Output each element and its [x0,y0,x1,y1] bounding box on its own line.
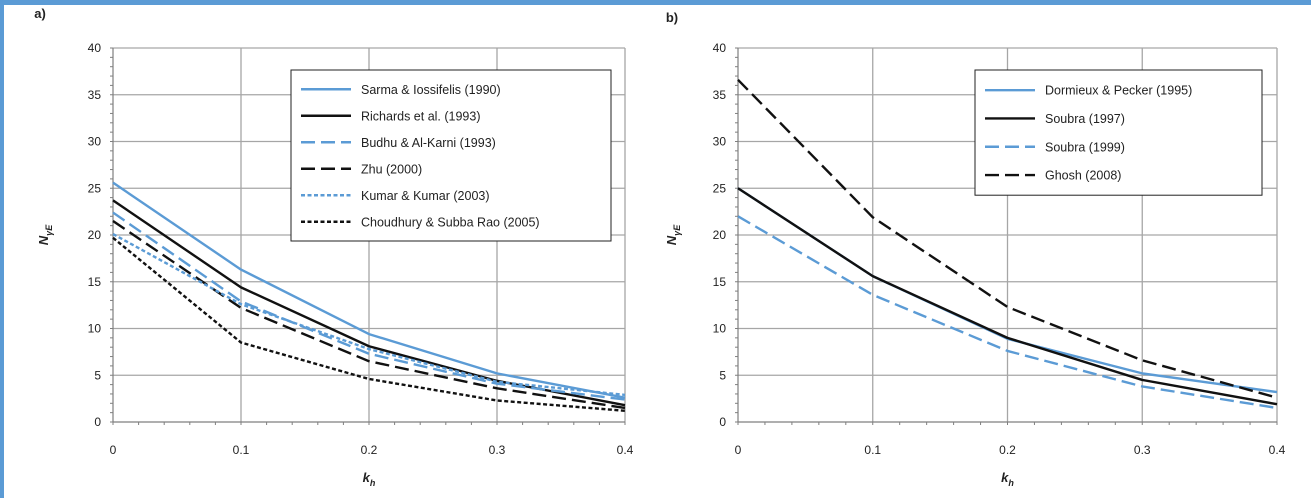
x-tick-label: 0.2 [361,443,378,457]
x-axis-label: kh [1001,470,1014,488]
legend-box [290,69,612,242]
y-tick-label: 40 [713,41,727,55]
x-axis-label: kh [363,470,376,488]
x-tick-label: 0 [735,443,742,457]
legend-entry-label: Richards et al. (1993) [361,109,481,123]
legend-entry-label: Sarma & Iossifelis (1990) [361,83,501,97]
series-line-5 [112,233,626,397]
x-tick-label: 0.2 [999,443,1016,457]
y-tick-label: 5 [94,368,101,382]
left-frame-bar [0,0,4,498]
y-tick-label: 15 [713,275,727,289]
y-tick-label: 30 [88,135,102,149]
x-tick-label: 0.4 [617,443,634,457]
x-tick-label: 0 [110,443,117,457]
y-tick-label: 5 [719,368,726,382]
top-frame-bar [0,0,1311,5]
y-tick-label: 10 [88,322,102,336]
y-tick-label: 35 [713,88,727,102]
y-tick-label: 0 [719,415,726,429]
y-tick-label: 30 [713,135,727,149]
y-tick-label: 0 [94,415,101,429]
x-tick-label: 0.1 [864,443,881,457]
y-tick-label: 20 [88,228,102,242]
panel-label: a) [34,6,46,21]
y-tick-label: 25 [88,181,102,195]
chart-panel-b: 0 5 10 15 20 25 30 35 40 0 0.1 0.2 0.3 0.4 b) kh NγE Dorm… [664,10,1286,488]
y-tick-label: 20 [713,228,727,242]
panel-label: b) [666,10,678,25]
series-line-2 [737,187,1278,406]
legend-entry-label: Zhu (2000) [361,162,422,176]
legend-entry-label: Budhu & Al-Karni (1993) [361,136,496,150]
y-tick-label: 10 [713,322,727,336]
series-line-4 [737,78,1278,399]
legend-entry-label: Choudhury & Subba Rao (2005) [361,215,540,229]
series-line-6 [112,236,626,412]
y-tick-label: 35 [88,88,102,102]
x-tick-label: 0.3 [1134,443,1151,457]
legend-entry-label: Soubra (1999) [1045,140,1125,154]
x-tick-label: 0.1 [233,443,250,457]
legend-entry-label: Kumar & Kumar (2003) [361,189,490,203]
series-line-3 [737,215,1278,410]
x-tick-label: 0.4 [1269,443,1286,457]
legend-entry-label: Soubra (1997) [1045,112,1125,126]
legend-entry-label: Ghosh (2008) [1045,169,1121,183]
y-tick-label: 15 [88,275,102,289]
y-axis-label: NγE [664,224,682,245]
y-tick-label: 40 [88,41,102,55]
y-tick-label: 25 [713,181,727,195]
chart-panel-a: 0 5 10 15 20 25 30 35 40 0 0.1 0.2 0.3 0.4 a) kh NγE Sarm… [34,6,633,488]
series-line-4 [112,219,626,410]
x-tick-label: 0.3 [489,443,506,457]
legend-entry-label: Dormieux & Pecker (1995) [1045,84,1192,98]
y-axis-label: NγE [36,224,54,245]
series-line-3 [112,211,626,401]
series-line-1 [112,181,626,399]
